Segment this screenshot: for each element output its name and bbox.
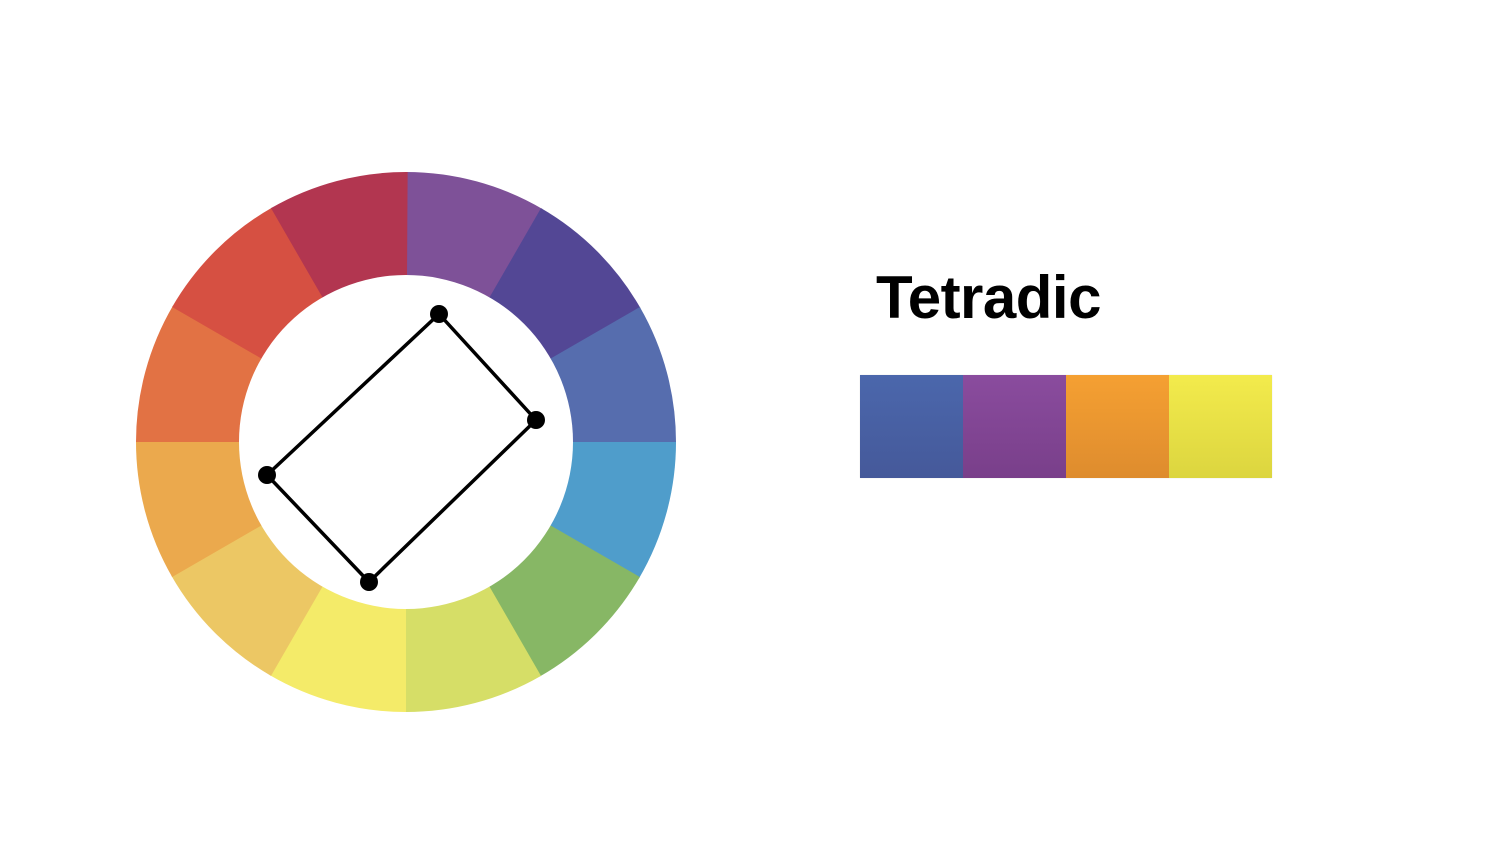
palette-swatches (860, 375, 1272, 478)
scheme-title: Tetradic (876, 264, 1101, 331)
tetrad-point-left[interactable] (258, 466, 276, 484)
swatch-purple[interactable] (963, 375, 1066, 478)
swatch-orange[interactable] (1066, 375, 1169, 478)
swatch-yellow[interactable] (1169, 375, 1272, 478)
wheel-center (239, 275, 573, 609)
tetrad-point-top[interactable] (430, 305, 448, 323)
tetrad-point-right[interactable] (527, 411, 545, 429)
swatch-blue[interactable] (860, 375, 963, 478)
color-wheel (136, 172, 676, 712)
tetrad-point-bottom[interactable] (360, 573, 378, 591)
